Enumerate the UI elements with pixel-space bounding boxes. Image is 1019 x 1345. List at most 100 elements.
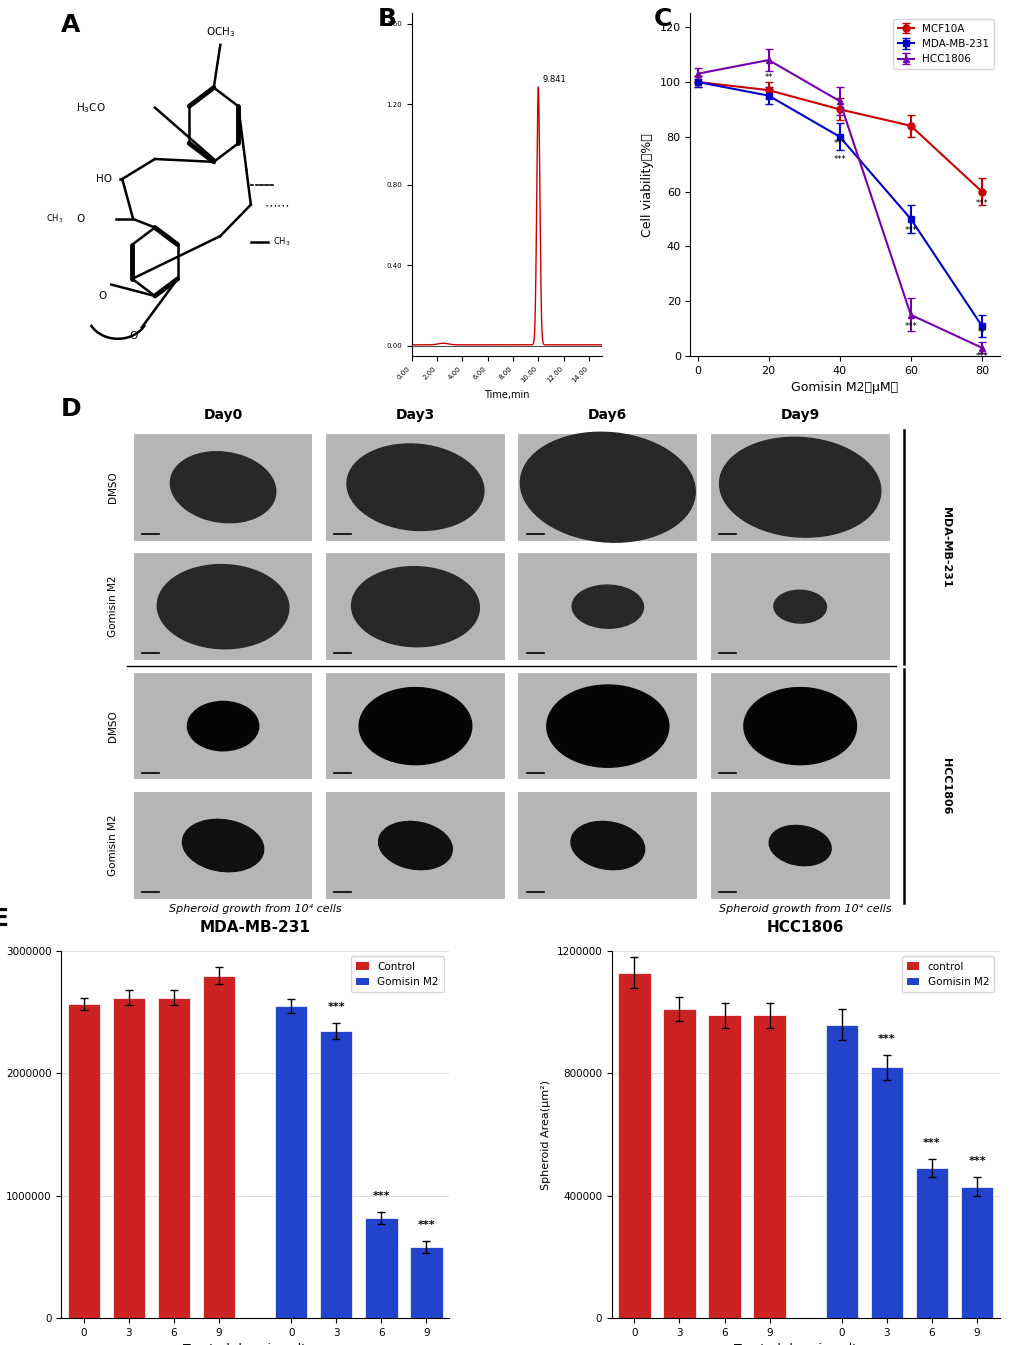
Text: Spheroid growth from 10⁴ cells: Spheroid growth from 10⁴ cells	[168, 904, 341, 915]
Bar	[960, 1186, 993, 1318]
Text: ***: ***	[833, 139, 846, 148]
Text: $\cdots\cdots$: $\cdots\cdots$	[264, 198, 289, 211]
Ellipse shape	[187, 702, 259, 751]
Text: Day9: Day9	[780, 409, 819, 422]
Ellipse shape	[773, 590, 825, 623]
Bar	[158, 998, 190, 1318]
Bar	[753, 1015, 785, 1318]
Text: Gomisin M2: Gomisin M2	[108, 576, 118, 638]
Text: ***: ***	[967, 1157, 985, 1166]
Text: Day6: Day6	[588, 409, 627, 422]
Text: **: **	[976, 328, 985, 336]
Bar	[325, 433, 505, 542]
Ellipse shape	[743, 687, 856, 765]
Text: ***: ***	[372, 1190, 389, 1201]
Text: **: **	[763, 73, 772, 82]
Text: Gomisin M2: Gomisin M2	[108, 815, 118, 877]
Bar	[132, 791, 313, 900]
Text: OCH$_3$: OCH$_3$	[206, 26, 234, 39]
X-axis label: Treated days in culture: Treated days in culture	[734, 1344, 876, 1345]
Bar	[662, 1009, 695, 1318]
Text: Spheroid growth from 10⁴ cells: Spheroid growth from 10⁴ cells	[718, 904, 892, 915]
Bar	[325, 791, 505, 900]
Bar	[112, 998, 145, 1318]
Bar	[517, 433, 698, 542]
Bar	[320, 1030, 353, 1318]
Text: MDA-MB-231: MDA-MB-231	[941, 507, 950, 588]
Text: E: E	[0, 907, 8, 931]
Text: H$_3$CO: H$_3$CO	[76, 101, 106, 114]
Ellipse shape	[378, 822, 451, 870]
Y-axis label: Cell viability（%）: Cell viability（%）	[641, 133, 653, 237]
Text: 9.841: 9.841	[542, 75, 566, 83]
Ellipse shape	[572, 585, 643, 628]
Bar	[132, 671, 313, 780]
Ellipse shape	[352, 566, 479, 647]
Text: O: O	[76, 214, 85, 223]
Text: C: C	[653, 7, 672, 31]
Bar	[517, 671, 698, 780]
Bar	[517, 553, 698, 660]
Text: ***: ***	[877, 1034, 895, 1044]
Y-axis label: Spheroid Area(μm²): Spheroid Area(μm²)	[540, 1080, 550, 1189]
Legend: Control, Gomisin M2: Control, Gomisin M2	[351, 956, 443, 993]
Bar	[325, 671, 505, 780]
Bar	[365, 1217, 397, 1318]
Text: Day3: Day3	[395, 409, 435, 422]
Ellipse shape	[182, 819, 264, 872]
Text: D: D	[61, 397, 82, 421]
Bar	[824, 1025, 857, 1318]
Text: DMSO: DMSO	[108, 710, 118, 742]
Text: ***: ***	[417, 1220, 435, 1231]
Text: O: O	[99, 291, 107, 301]
Bar	[707, 1015, 740, 1318]
Title: HCC1806: HCC1806	[766, 920, 844, 935]
Ellipse shape	[346, 444, 483, 530]
Bar	[709, 671, 890, 780]
Text: HCC1806: HCC1806	[941, 757, 950, 814]
Text: ***: ***	[974, 352, 987, 362]
Legend: control, Gomisin M2: control, Gomisin M2	[901, 956, 994, 993]
Ellipse shape	[571, 822, 644, 870]
Bar	[709, 791, 890, 900]
Text: ***: ***	[922, 1138, 940, 1149]
Bar	[325, 553, 505, 660]
Bar	[618, 972, 650, 1318]
Bar	[132, 553, 313, 660]
Ellipse shape	[170, 452, 275, 523]
Text: ***: ***	[904, 226, 916, 235]
Text: ***: ***	[974, 199, 987, 208]
Title: MDA-MB-231: MDA-MB-231	[200, 920, 310, 935]
Text: Day0: Day0	[203, 409, 243, 422]
Bar	[709, 553, 890, 660]
Text: A: A	[61, 13, 81, 38]
Bar	[203, 975, 235, 1318]
Text: ***: ***	[904, 323, 916, 331]
X-axis label: Time,min: Time,min	[483, 390, 529, 399]
Text: B: B	[377, 7, 396, 31]
Text: O: O	[128, 331, 138, 340]
Ellipse shape	[768, 826, 830, 866]
Bar	[410, 1247, 442, 1318]
Bar	[870, 1068, 902, 1318]
Ellipse shape	[546, 685, 668, 767]
Ellipse shape	[359, 687, 471, 765]
Bar	[132, 433, 313, 542]
Text: CH$_3$: CH$_3$	[272, 235, 289, 247]
Bar	[709, 433, 890, 542]
Ellipse shape	[520, 432, 695, 542]
Bar	[275, 1006, 307, 1318]
Text: DMSO: DMSO	[108, 471, 118, 503]
Legend: MCF10A, MDA-MB-231, HCC1806: MCF10A, MDA-MB-231, HCC1806	[893, 19, 994, 70]
X-axis label: Gomisin M2（μM）: Gomisin M2（μM）	[791, 381, 898, 394]
Bar	[517, 791, 698, 900]
X-axis label: Treated days in culture: Treated days in culture	[183, 1344, 326, 1345]
Ellipse shape	[718, 437, 880, 537]
Bar	[915, 1169, 948, 1318]
Text: CH$_3$: CH$_3$	[46, 213, 63, 225]
Text: ***: ***	[833, 155, 846, 164]
Ellipse shape	[157, 565, 288, 648]
Bar	[67, 1003, 100, 1318]
Text: HO: HO	[96, 174, 112, 184]
Text: ***: ***	[327, 1002, 344, 1011]
